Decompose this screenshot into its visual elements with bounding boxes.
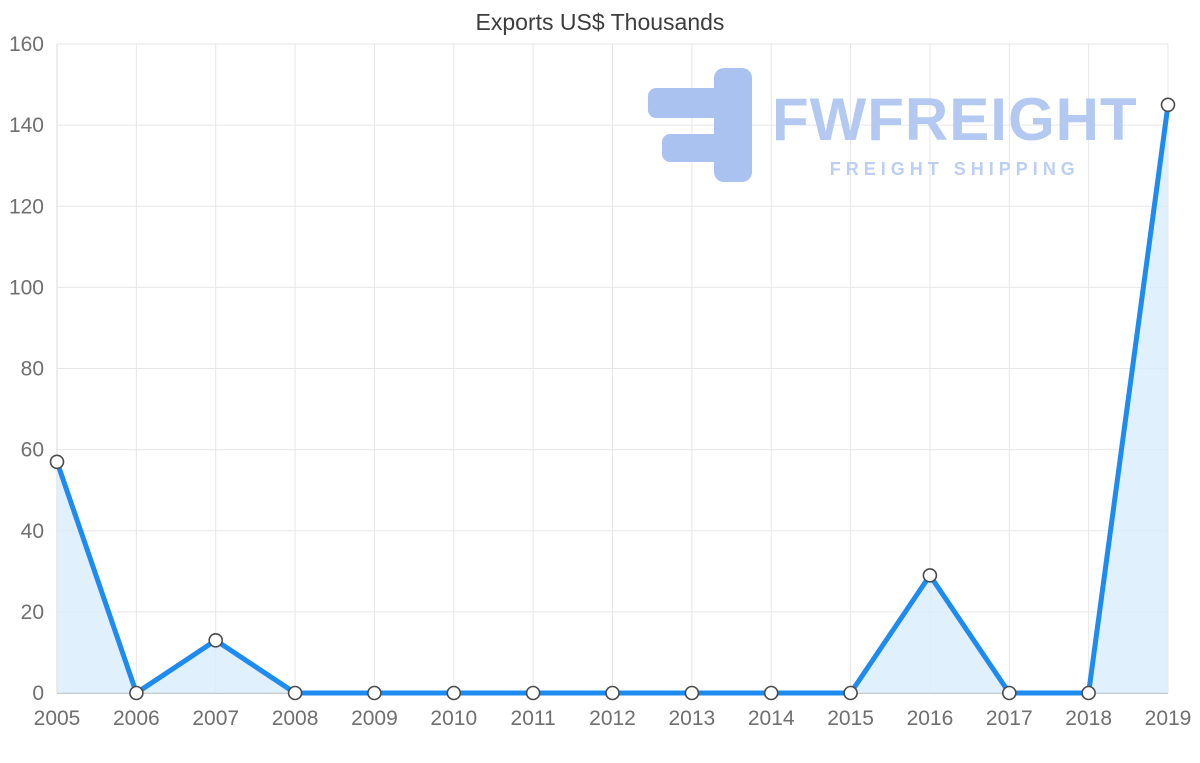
x-axis-tick-label: 2010: [430, 707, 477, 730]
data-point[interactable]: 2006: 0: [129, 685, 144, 701]
x-axis-tick-label: 2017: [986, 707, 1033, 730]
x-axis-tick-label: 2016: [907, 707, 954, 730]
data-point[interactable]: 2013: 0: [684, 685, 700, 701]
x-axis-tick-label: 2019: [1145, 707, 1192, 730]
y-axis-tick-label: 140: [9, 114, 44, 137]
data-point[interactable]: 2010: 0: [446, 685, 462, 701]
y-axis-tick-label: 60: [21, 439, 44, 462]
series-line: [54, 102, 1171, 696]
x-axis-tick-label: 2012: [589, 707, 636, 730]
y-axis-tick-label: 20: [21, 601, 44, 624]
y-axis-tick-label: 100: [9, 276, 44, 299]
data-point[interactable]: 2014: 0: [763, 685, 779, 701]
data-point[interactable]: 2005: 57: [49, 454, 65, 470]
y-axis-tick-label: 40: [21, 520, 44, 543]
data-point[interactable]: 2009: 0: [367, 685, 382, 701]
x-axis-tick-label: 2018: [1065, 707, 1112, 730]
data-point[interactable]: 2008: 0: [287, 685, 303, 701]
x-axis-tick-label: 2014: [748, 707, 795, 730]
data-point[interactable]: 2007: 13: [208, 632, 223, 648]
data-point[interactable]: 2011: 0: [525, 685, 541, 701]
data-point[interactable]: 2017: 0: [1001, 685, 1017, 701]
x-axis-tick-label: 2013: [668, 707, 715, 730]
x-axis-tick-label: 2011: [511, 707, 556, 730]
y-axis-tick-label: 0: [32, 682, 44, 705]
y-axis-tick-label: 80: [21, 358, 44, 381]
chart-title: Exports US$ Thousands: [475, 9, 725, 35]
x-axis-tick-label: 2005: [34, 707, 81, 730]
y-axis-tick-label: 160: [9, 33, 44, 56]
data-point[interactable]: 2016: 29: [922, 568, 938, 583]
y-axis-tick-label: 120: [9, 195, 44, 218]
data-point[interactable]: 2015: 0: [843, 685, 858, 701]
x-axis-tick-label: 2008: [272, 707, 319, 730]
x-axis-tick-label: 2006: [113, 707, 160, 730]
x-axis-tick-label: 2015: [827, 707, 874, 730]
series-area-fill: [57, 104, 1168, 694]
data-point[interactable]: 2019: 145: [1160, 97, 1176, 113]
x-axis-tick-label: 2009: [351, 707, 398, 730]
x-axis-tick-label: 2007: [192, 707, 239, 730]
data-point[interactable]: 2012: 0: [605, 685, 620, 701]
data-point[interactable]: 2018: 0: [1081, 685, 1096, 701]
